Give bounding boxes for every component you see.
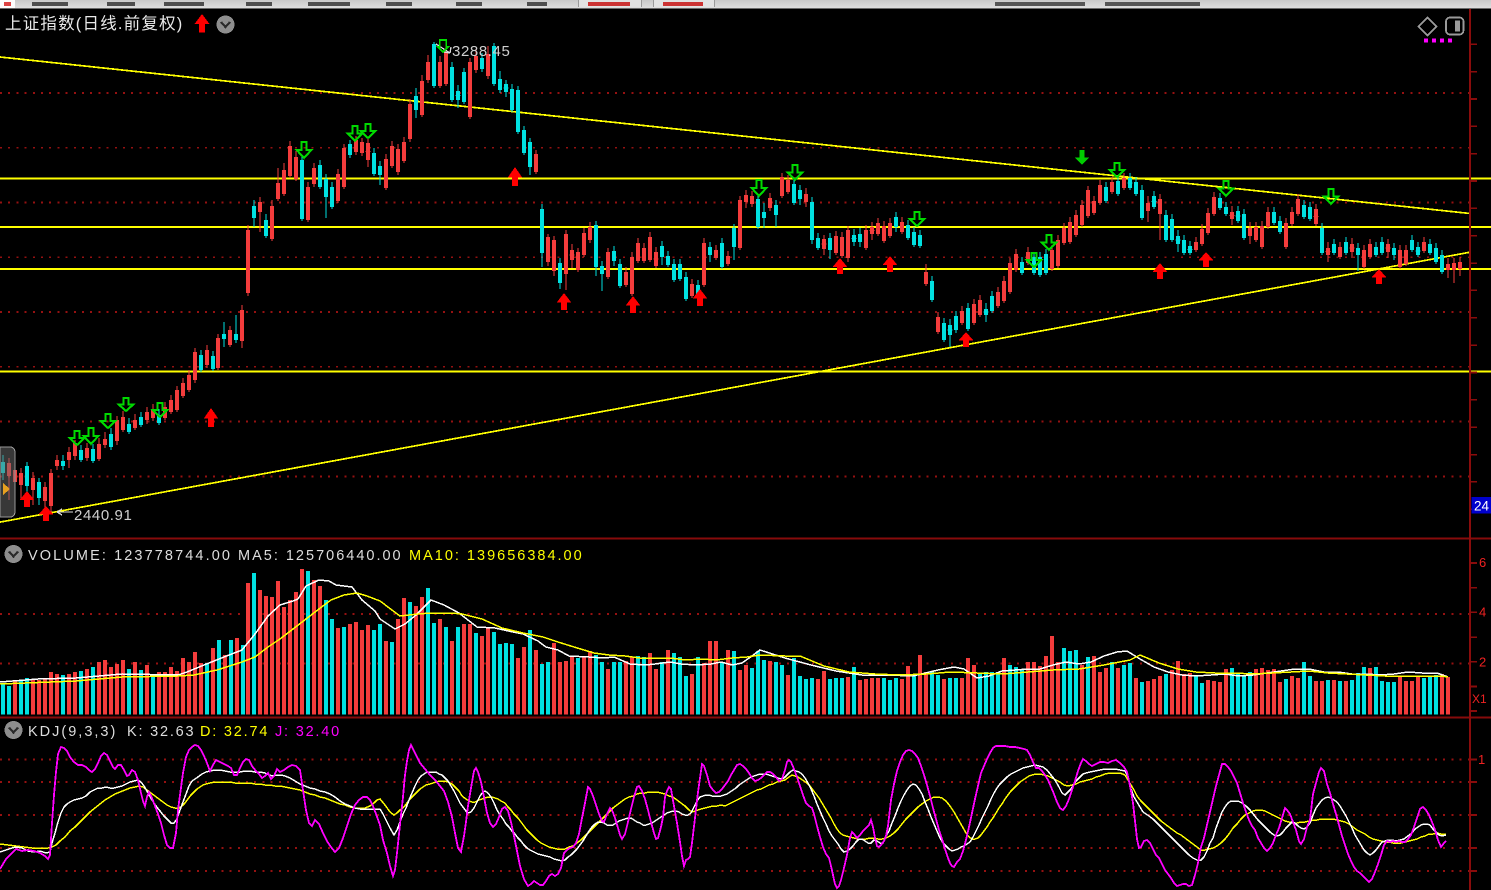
svg-text:K: 32.63: K: 32.63: [127, 724, 195, 740]
svg-text:3288.45: 3288.45: [452, 43, 510, 60]
svg-text:X1: X1: [1472, 692, 1487, 706]
svg-text:2: 2: [1479, 655, 1486, 670]
svg-text:1: 1: [1478, 752, 1485, 767]
svg-text:24: 24: [1474, 499, 1490, 514]
svg-text:J: 32.40: J: 32.40: [275, 724, 341, 740]
svg-text:MA5: 125706440.00: MA5: 125706440.00: [238, 548, 403, 564]
svg-text:4: 4: [1479, 605, 1486, 620]
svg-text:D: 32.74: D: 32.74: [200, 724, 269, 740]
svg-text:2440.91: 2440.91: [74, 507, 132, 524]
svg-text:VOLUME: 123778744.00: VOLUME: 123778744.00: [28, 548, 232, 564]
svg-text:上证指数(日线.前复权): 上证指数(日线.前复权): [5, 14, 183, 33]
svg-text:KDJ(9,3,3): KDJ(9,3,3): [28, 724, 117, 740]
svg-text:MA10: 139656384.00: MA10: 139656384.00: [409, 548, 584, 564]
svg-text:6: 6: [1479, 555, 1486, 570]
